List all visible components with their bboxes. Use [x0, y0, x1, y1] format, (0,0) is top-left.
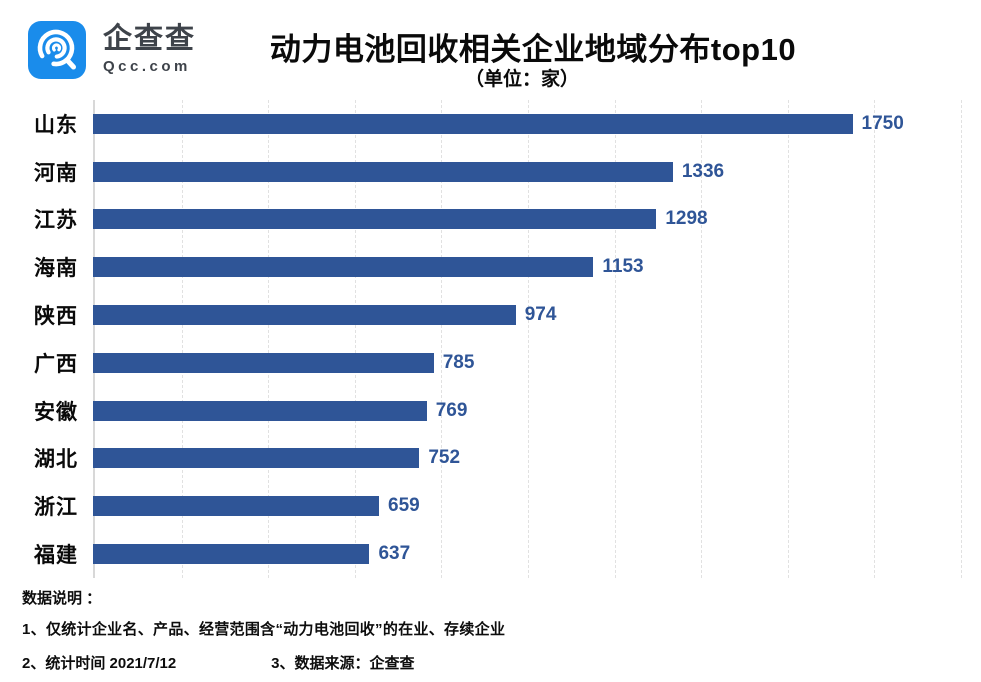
value-label: 785 [442, 351, 475, 373]
bar-track: 785 [93, 352, 961, 374]
category-label: 山东 [34, 113, 78, 137]
unit-subtitle: （单位：家） [464, 69, 580, 90]
bar-track: 769 [93, 400, 961, 422]
category-label: 安徽 [34, 400, 78, 424]
bar-chart: 山东 1750 河南 1336 江苏 1298 海南 1153 陕西 974 [20, 100, 962, 578]
bar-row: 河南 1336 [20, 148, 961, 196]
bar-row: 海南 1153 [20, 243, 961, 291]
gridline [961, 100, 962, 578]
footnote-line2: 2、统计时间 2021/7/12 3、数据来源：企查查 [22, 652, 505, 673]
gridline [181, 100, 183, 578]
category-label: 江苏 [34, 209, 78, 233]
category-label: 湖北 [34, 448, 78, 472]
gridlines-layer [93, 100, 962, 578]
bar [93, 496, 379, 517]
logo-text-cn: 企查查 [103, 23, 197, 55]
bar [93, 161, 673, 182]
gridline [528, 100, 529, 578]
bar-row: 福建 637 [20, 530, 961, 578]
bar-track: 659 [93, 495, 961, 517]
page-title: 动力电池回收相关企业地域分布top10 [269, 32, 797, 67]
bar-row: 山东 1750 [20, 100, 961, 148]
bar-row: 广西 785 [20, 339, 961, 387]
value-label: 974 [524, 304, 557, 326]
value-label: 1298 [665, 208, 708, 230]
gridline [614, 100, 616, 578]
bar [93, 209, 657, 230]
gridline [268, 100, 270, 578]
value-label: 659 [388, 495, 420, 517]
bar [93, 305, 516, 326]
qcc-logo-icon [28, 21, 86, 79]
bar [93, 448, 420, 469]
footnote-source: 3、数据来源：企查查 [271, 655, 415, 672]
bar-track: 1298 [93, 208, 961, 230]
category-label: 河南 [34, 161, 78, 185]
category-label: 广西 [34, 352, 78, 376]
qcc-logo: 企查查 Qcc.com [28, 21, 196, 79]
gridline [787, 100, 789, 578]
bar-track: 752 [93, 447, 961, 469]
category-label: 福建 [34, 544, 78, 568]
footnote-scope: 1、仅统计企业名、产品、经营范围含“动力电池回收”的在业、存续企业 [22, 621, 506, 638]
bar [93, 257, 594, 278]
bar-row: 安徽 769 [20, 387, 961, 435]
gridline [441, 100, 443, 578]
bar-row: 浙江 659 [20, 482, 961, 530]
bar [93, 544, 370, 565]
bar-track: 1750 [93, 113, 961, 135]
value-label: 752 [428, 447, 461, 469]
gridline [874, 100, 876, 578]
bar-row: 湖北 752 [20, 435, 961, 483]
bar-track: 1153 [93, 256, 961, 278]
value-label: 1750 [861, 112, 904, 134]
gridline [701, 100, 703, 578]
value-label: 769 [435, 399, 468, 421]
bar-track: 1336 [93, 161, 961, 183]
gridline [354, 100, 356, 578]
bar-row: 陕西 974 [20, 291, 961, 339]
value-label: 1153 [602, 256, 644, 278]
bar-track: 637 [93, 543, 961, 565]
footnote-date: 2、统计时间 2021/7/12 [22, 655, 177, 672]
logo-texts: 企查查 Qcc.com [103, 23, 197, 76]
category-label: 陕西 [34, 305, 78, 329]
bar-track: 974 [93, 304, 961, 326]
bar [93, 400, 427, 421]
value-label: 637 [378, 543, 411, 565]
category-label: 浙江 [34, 496, 78, 520]
category-label: 海南 [34, 257, 78, 281]
bar [93, 113, 853, 134]
value-label: 1336 [681, 160, 725, 182]
footnotes: 数据说明 ： 1、仅统计企业名、产品、经营范围含“动力电池回收”的在业、存续企业… [22, 587, 505, 673]
bar-row: 江苏 1298 [20, 196, 961, 244]
bar [93, 352, 434, 373]
footnote-heading: 数据说明 ： [22, 590, 102, 607]
logo-text-en: Qcc.com [103, 58, 191, 75]
